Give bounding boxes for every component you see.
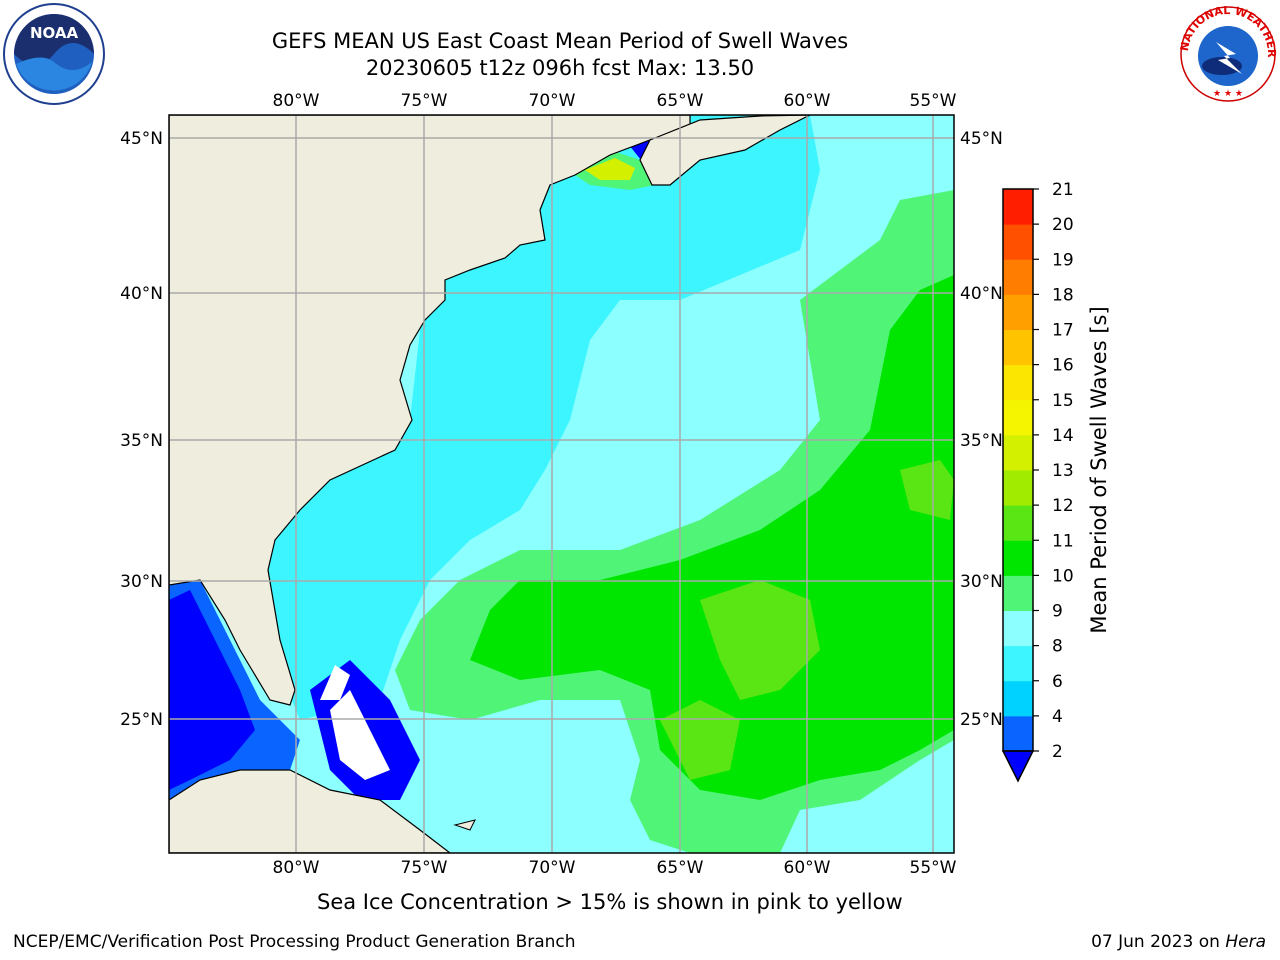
colorbar-tick-label: 12 [1052, 496, 1074, 516]
colorbar-tick-label: 10 [1052, 566, 1074, 586]
lat-tick: 45°N [960, 129, 1003, 149]
colorbar-tick-label: 19 [1052, 250, 1074, 270]
footer-machine: Hera [1225, 932, 1266, 952]
lon-tick: 70°W [529, 91, 576, 111]
lat-tick: 40°N [960, 284, 1003, 304]
lon-ticks-top: 80°W 75°W 70°W 65°W 60°W 55°W [273, 91, 957, 111]
colorbar-tick-label: 8 [1052, 637, 1063, 657]
svg-text:★ ★ ★: ★ ★ ★ [1213, 89, 1243, 99]
colorbar-band [1003, 645, 1033, 682]
colorbar-band [1003, 505, 1033, 541]
colorbar-tick-label: 6 [1052, 672, 1063, 692]
colorbar-band [1003, 189, 1033, 225]
colorbar-tick-label: 13 [1052, 461, 1074, 481]
map-frame [168, 114, 955, 854]
colorbar-band [1003, 715, 1033, 752]
lon-tick: 60°W [784, 91, 831, 111]
colorbar-tick-label: 2 [1052, 742, 1063, 762]
colorbar: 2 4 6 8 9 10 11 12 13 14 15 16 17 18 19 20 21 Mean Perio… [1001, 180, 1111, 783]
lon-tick: 60°W [784, 858, 831, 878]
colorbar-tick-label: 17 [1052, 321, 1074, 341]
lat-tick: 25°N [120, 710, 163, 730]
colorbar-band [1003, 610, 1033, 647]
graticule [169, 115, 954, 853]
colorbar-band [1003, 540, 1033, 576]
colorbar-band [1003, 329, 1033, 366]
colorbar-band [1003, 399, 1033, 436]
colorbar-band [1003, 224, 1033, 260]
lon-tick: 65°W [657, 858, 704, 878]
lon-tick: 65°W [657, 91, 704, 111]
lon-tick: 55°W [910, 858, 957, 878]
noaa-logo: NOAA [3, 3, 105, 105]
lat-ticks-right: 45°N 40°N 35°N 30°N 25°N [960, 129, 1003, 730]
colorbar-tick-label: 20 [1052, 215, 1074, 235]
lon-tick: 80°W [273, 91, 320, 111]
footer-date: 07 Jun 2023 on Hera [1091, 932, 1266, 952]
colorbar-tick-label: 4 [1052, 707, 1063, 727]
colorbar-band [1003, 470, 1033, 506]
noaa-logo-text: NOAA [30, 24, 79, 42]
lon-tick: 80°W [273, 858, 320, 878]
lon-tick: 55°W [910, 91, 957, 111]
colorbar-band [1003, 575, 1033, 611]
chart-subtitle: 20230605 t12z 096h fcst Max: 13.50 [365, 56, 755, 80]
lat-ticks-left: 45°N 40°N 35°N 30°N 25°N [120, 129, 163, 730]
lat-tick: 35°N [120, 431, 163, 451]
colorbar-label: Mean Period of Swell Waves [s] [1087, 306, 1111, 633]
sea-ice-note: Sea Ice Concentration > 15% is shown in … [317, 890, 903, 914]
lat-tick: 30°N [120, 572, 163, 592]
lon-tick: 70°W [529, 858, 576, 878]
lon-tick: 75°W [401, 858, 448, 878]
colorbar-under-triangle [1001, 750, 1035, 783]
land [169, 115, 811, 853]
lat-tick: 35°N [960, 431, 1003, 451]
footer-date-text: 07 Jun 2023 on [1091, 932, 1220, 952]
colorbar-band [1003, 364, 1033, 401]
colorbar-tick-label: 9 [1052, 602, 1063, 622]
colorbar-bands [1003, 189, 1033, 752]
lat-tick: 30°N [960, 572, 1003, 592]
lon-ticks-bottom: 80°W 75°W 70°W 65°W 60°W 55°W [273, 858, 957, 878]
colorbar-tick-label: 18 [1052, 285, 1074, 305]
nws-logo: NATIONAL WEATHER SERVICE ★ ★ ★ [1176, 2, 1278, 102]
colorbar-band [1003, 259, 1033, 295]
colorbar-band [1003, 434, 1033, 471]
colorbar-band [1003, 680, 1033, 717]
lat-tick: 45°N [120, 129, 163, 149]
colorbar-tick-label: 15 [1052, 391, 1074, 411]
lon-tick: 75°W [401, 91, 448, 111]
lat-tick: 40°N [120, 284, 163, 304]
footer-credit: NCEP/EMC/Verification Post Processing Pr… [13, 932, 576, 952]
lat-tick: 25°N [960, 710, 1003, 730]
colorbar-band [1003, 294, 1033, 330]
colorbar-tick-label: 11 [1052, 531, 1074, 551]
colorbar-tick-label: 16 [1052, 356, 1074, 376]
colorbar-tick-label: 21 [1052, 180, 1074, 200]
colorbar-tick-label: 14 [1052, 426, 1074, 446]
chart-title: GEFS MEAN US East Coast Mean Period of S… [271, 29, 849, 53]
colorbar-ticks: 2 4 6 8 9 10 11 12 13 14 15 16 17 18 19 20 21 [1033, 180, 1074, 762]
